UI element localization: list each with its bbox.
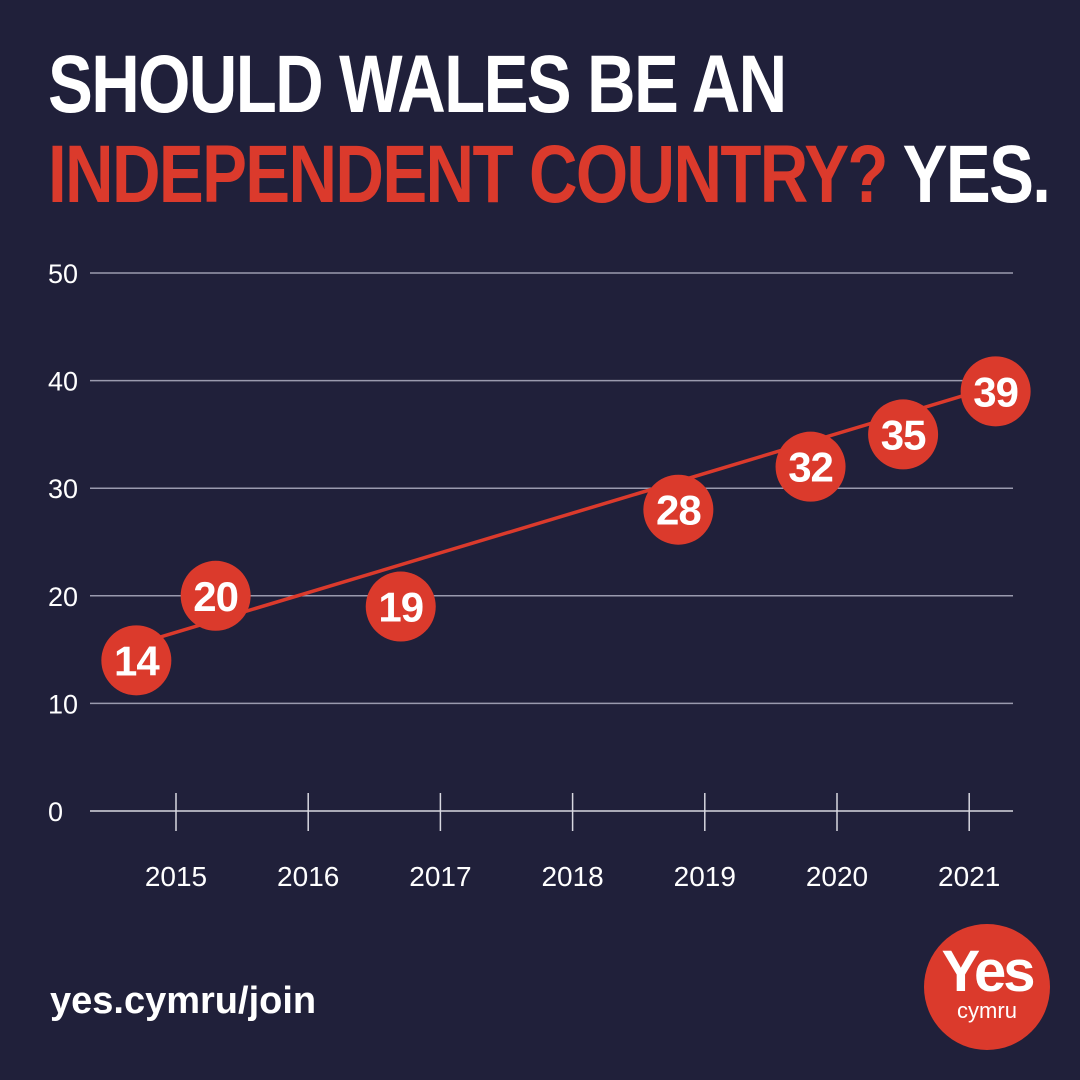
- data-point-35: [868, 399, 939, 470]
- grid-layer: [90, 272, 1013, 812]
- data-label-39: 39: [973, 368, 1018, 415]
- data-label-28: 28: [656, 487, 701, 534]
- x-tick-label-2016: 2016: [277, 861, 339, 892]
- trend-line: [135, 384, 997, 646]
- data-label-35: 35: [881, 411, 926, 458]
- data-point-28: [643, 474, 714, 545]
- y-tick-label-30: 30: [48, 474, 78, 504]
- y-tick-label-40: 40: [48, 367, 78, 397]
- headline-line-1: SHOULD WALES BE AN: [48, 39, 787, 130]
- yes-cymru-logo: Yes cymru: [924, 924, 1050, 1050]
- data-point-19: [365, 571, 436, 642]
- x-tick-label-2021: 2021: [938, 861, 1000, 892]
- data-point-20: [180, 560, 251, 631]
- data-point-14: [101, 625, 172, 696]
- y-tick-label-10: 10: [48, 689, 78, 719]
- x-tick-label-2019: 2019: [674, 861, 736, 892]
- data-label-14: 14: [114, 637, 160, 684]
- headline-question: INDEPENDENT COUNTRY?: [48, 129, 888, 220]
- logo-sub-text: cymru: [957, 998, 1017, 1023]
- data-label-19: 19: [378, 584, 423, 631]
- y-tick-label-0: 0: [48, 797, 63, 827]
- x-tick-label-2015: 2015: [145, 861, 207, 892]
- y-tick-label-20: 20: [48, 582, 78, 612]
- data-point-32: [775, 431, 846, 502]
- data-label-32: 32: [788, 444, 833, 491]
- x-tick-label-2017: 2017: [409, 861, 471, 892]
- y-tick-label-50: 50: [48, 259, 78, 289]
- logo-main-text: Yes: [941, 939, 1036, 1004]
- trend-layer: [135, 384, 997, 646]
- data-label-20: 20: [193, 573, 238, 620]
- x-tick-label-2020: 2020: [806, 861, 868, 892]
- headline-answer: YES.: [886, 129, 1051, 220]
- headline-line-2: INDEPENDENT COUNTRY? YES.: [48, 130, 1051, 220]
- x-tick-label-2018: 2018: [541, 861, 603, 892]
- point-layer: 14 20 19 28 32 35 39: [101, 356, 1031, 696]
- data-point-39: [960, 356, 1031, 427]
- headline: SHOULD WALES BE AN INDEPENDENT COUNTRY? …: [48, 39, 1051, 220]
- join-link[interactable]: yes.cymru/join: [50, 980, 317, 1022]
